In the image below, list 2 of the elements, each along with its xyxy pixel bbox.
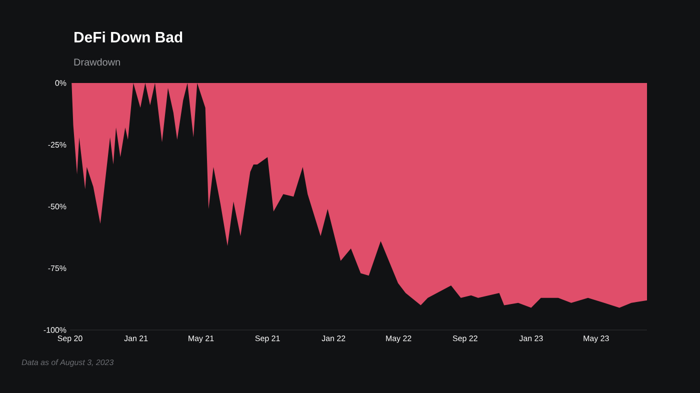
chart-title: DeFi Down Bad	[74, 32, 182, 42]
chart-subtitle: Drawdown	[74, 58, 120, 66]
